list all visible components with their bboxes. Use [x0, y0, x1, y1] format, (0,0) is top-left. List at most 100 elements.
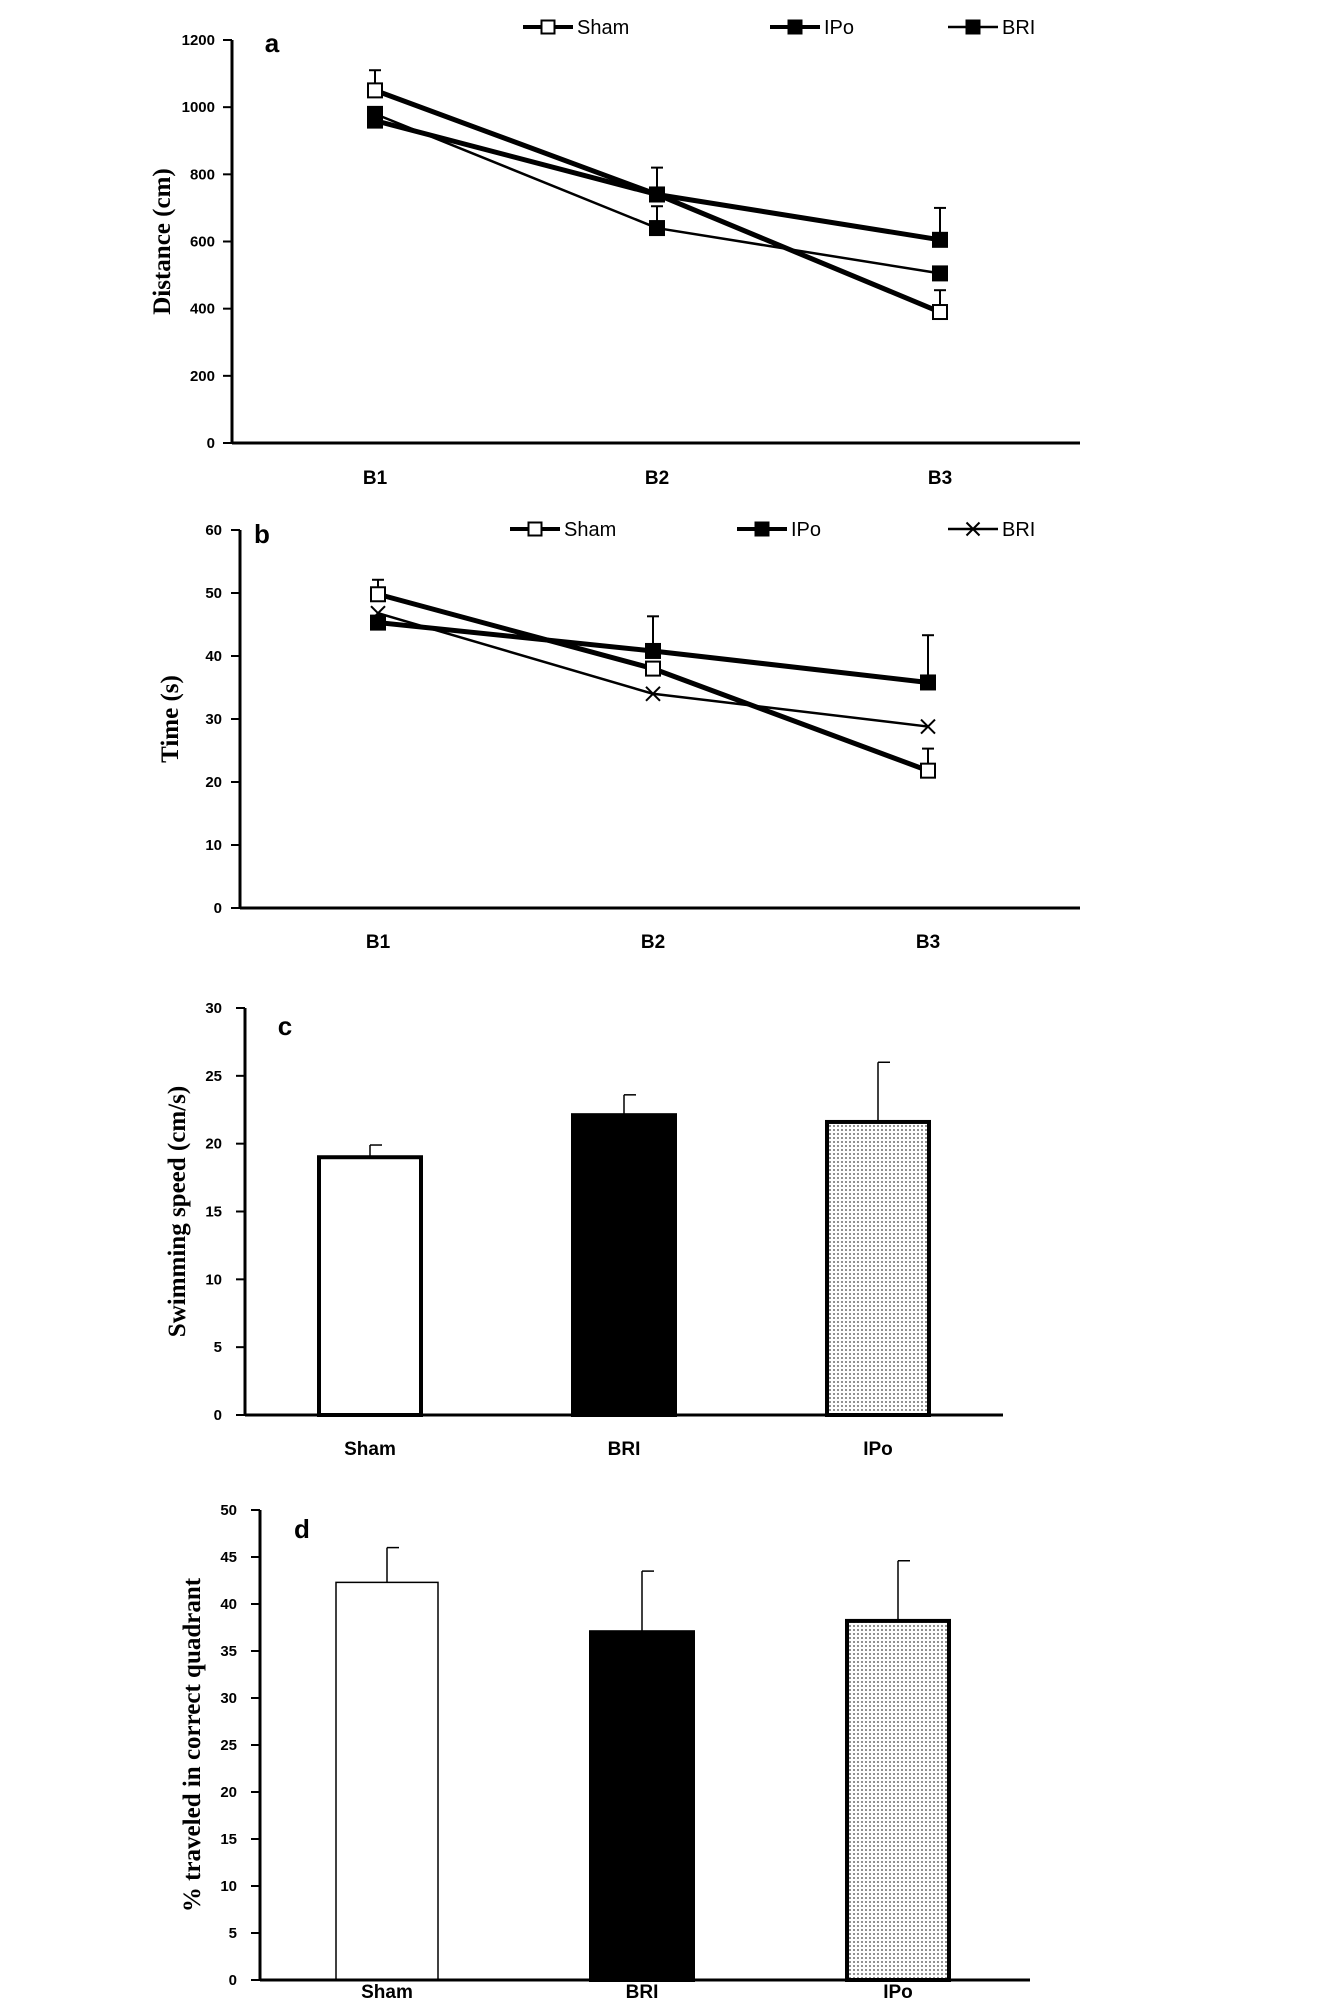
data-point-sham [367, 82, 383, 99]
data-point-bri [649, 220, 665, 237]
data-point-sham [920, 762, 936, 779]
series-bri [370, 605, 936, 735]
legend-marker [527, 521, 543, 537]
x-category-label: B1 [366, 932, 391, 953]
legend-entry-sham: Sham [510, 519, 616, 541]
x-category-label: IPo [863, 1439, 893, 1460]
panel-letter: c [278, 1011, 292, 1041]
x-category-label: BRI [608, 1439, 641, 1460]
y-tick-label: 5 [229, 1925, 237, 1942]
x-category-label: Sham [361, 1982, 413, 2000]
legend-marker [965, 19, 981, 35]
legend-entry-bri: BRI [948, 519, 1035, 541]
legend-entry-ipo: IPo [737, 519, 821, 541]
legend-label: BRI [1002, 17, 1035, 39]
x-category-label: Sham [344, 1439, 396, 1460]
y-tick-label: 600 [190, 234, 215, 251]
y-tick-label: 35 [220, 1643, 237, 1660]
legend-label: IPo [824, 17, 854, 39]
y-tick-label: 10 [205, 837, 222, 854]
data-point-ipo [370, 614, 386, 631]
x-category-label: B2 [645, 468, 669, 489]
x-category-label: B1 [363, 468, 388, 489]
y-axis-title: Time (s) [157, 675, 184, 763]
legend-marker [787, 19, 803, 35]
y-tick-label: 1000 [182, 99, 215, 116]
y-tick-label: 20 [205, 1136, 222, 1153]
data-point-ipo [920, 674, 936, 691]
y-tick-label: 200 [190, 368, 215, 385]
data-point-sham [932, 304, 948, 321]
x-category-label: B3 [928, 468, 952, 489]
legend-marker-stroke [965, 521, 981, 537]
panel-d: 0 5 10 15 20 25 30 35 40 45 50 Sham BRI IPo % traveled… [179, 1502, 1030, 2000]
bar-ipo [845, 1618, 951, 1983]
y-tick-label: 15 [220, 1831, 237, 1848]
panel-letter: a [265, 28, 280, 58]
y-tick-label: 800 [190, 166, 215, 183]
data-point-sham [370, 586, 386, 603]
y-tick-label: 40 [205, 648, 222, 665]
data-point-bri-stroke [370, 605, 386, 621]
bar-ipo [825, 1119, 931, 1417]
y-tick-label: 25 [205, 1068, 222, 1085]
y-tick-label: 15 [205, 1204, 222, 1221]
y-tick-label: 30 [220, 1690, 237, 1707]
panel-letter: b [254, 519, 270, 549]
y-tick-label: 30 [205, 711, 222, 728]
x-category-label: B2 [641, 932, 665, 953]
data-point-ipo [649, 186, 665, 203]
data-point-bri-stroke [920, 718, 936, 735]
x-category-label: BRI [626, 1982, 659, 2000]
bar-sham [335, 1581, 439, 1981]
data-point-bri [367, 105, 383, 122]
legend-marker [754, 521, 770, 537]
y-tick-label: 10 [220, 1878, 237, 1895]
y-tick-label: 1200 [182, 32, 215, 49]
y-tick-label: 40 [220, 1596, 237, 1613]
x-category-label: IPo [883, 1982, 913, 2000]
legend-entry-sham: Sham [523, 17, 629, 39]
x-category-label: B3 [916, 932, 940, 953]
y-axis-title: Swimming speed (cm/s) [164, 1086, 191, 1337]
panel-letter: d [294, 1514, 310, 1544]
data-point-ipo [932, 231, 948, 248]
data-point-bri [932, 265, 948, 282]
y-tick-label: 45 [220, 1549, 237, 1566]
data-point-ipo [645, 642, 661, 659]
y-axis-title: % traveled in correct quadrant [179, 1577, 206, 1912]
bar-bri [589, 1630, 695, 1982]
panel-c: 0 5 10 15 20 25 30 Sham BRI IPo Swimming speed (cm… [164, 1000, 1003, 1460]
y-tick-label: 20 [205, 774, 222, 791]
series-ipo [370, 614, 936, 691]
legend-label: BRI [1002, 519, 1035, 541]
series-sham [370, 578, 936, 779]
legend-marker [540, 19, 556, 35]
y-tick-label: 5 [214, 1339, 222, 1356]
data-point-sham [645, 660, 661, 677]
legend-entry-bri: BRI [948, 17, 1035, 39]
series-bri [367, 105, 948, 282]
y-tick-label: 10 [205, 1271, 222, 1288]
bar-bri [571, 1113, 677, 1417]
y-tick-label: 25 [220, 1737, 237, 1754]
y-tick-label: 400 [190, 301, 215, 318]
y-tick-label: 50 [220, 1502, 237, 1519]
y-tick-label: 0 [214, 1407, 222, 1424]
y-tick-label: 0 [214, 900, 222, 917]
y-axis-title: Distance (cm) [149, 168, 176, 314]
legend-label: Sham [577, 17, 629, 39]
y-tick-label: 60 [205, 522, 222, 539]
y-tick-label: 0 [229, 1972, 237, 1989]
legend-label: Sham [564, 519, 616, 541]
legend-label: IPo [791, 519, 821, 541]
panel-b: Sham IPo BRI 0 10 20 30 40 50 60 B1 B2 B3 Time (s) b [157, 519, 1080, 953]
y-tick-label: 20 [220, 1784, 237, 1801]
y-tick-label: 50 [205, 585, 222, 602]
data-point-bri-stroke [645, 686, 661, 702]
y-tick-label: 30 [205, 1000, 222, 1017]
y-tick-label: 0 [207, 435, 215, 452]
panel-a: Sham IPo BRI 0 200 400 600 800 1000 1200 B1 B2 B3 Dis… [149, 17, 1080, 489]
legend-entry-ipo: IPo [770, 17, 854, 39]
